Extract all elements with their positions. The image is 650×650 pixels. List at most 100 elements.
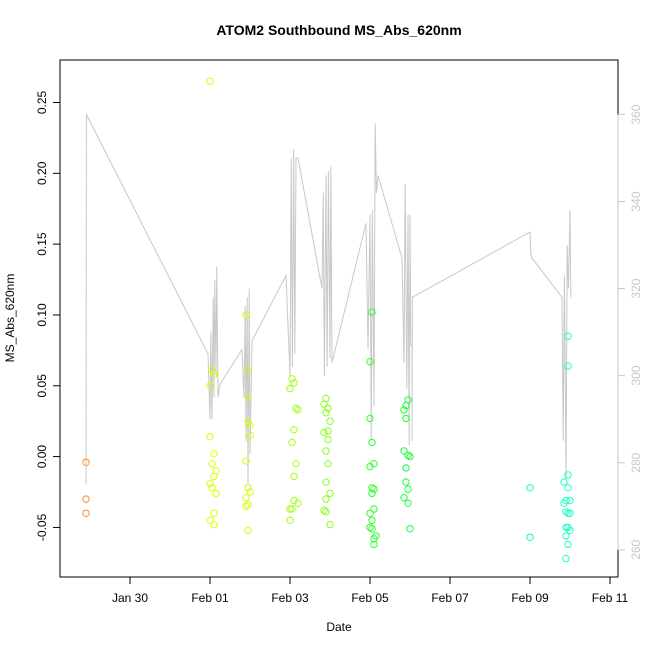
data-point xyxy=(212,489,220,498)
data-point xyxy=(208,460,216,468)
data-point xyxy=(564,484,572,492)
data-point xyxy=(288,375,296,383)
data-point xyxy=(366,414,374,423)
data-point xyxy=(368,308,376,316)
x-tick-label: Feb 07 xyxy=(431,591,469,605)
data-point xyxy=(324,404,332,413)
x-axis: Jan 30 Feb 01 Feb 03 Feb 05 Feb 07 Feb 09 Feb … xyxy=(112,576,629,605)
data-point xyxy=(400,447,408,455)
data-point xyxy=(206,516,214,524)
data-point xyxy=(244,366,252,374)
data-point xyxy=(370,535,378,543)
data-point xyxy=(208,484,216,492)
data-point xyxy=(404,451,412,459)
data-point xyxy=(322,495,330,503)
data-point xyxy=(564,362,572,370)
data-point xyxy=(246,431,254,440)
data-point xyxy=(290,426,298,434)
data-point xyxy=(368,484,376,492)
data-point xyxy=(242,311,250,319)
data-point xyxy=(244,526,252,534)
data-point xyxy=(326,520,334,529)
data-point xyxy=(246,488,254,496)
data-point xyxy=(366,462,374,471)
data-point xyxy=(566,509,574,517)
x-tick-label: Feb 03 xyxy=(271,591,309,605)
x-tick-label: Jan 30 xyxy=(112,591,148,605)
data-point xyxy=(206,479,214,488)
y2-tick-label: 360 xyxy=(629,104,643,124)
data-point xyxy=(402,414,410,423)
data-point xyxy=(326,489,334,498)
data-point xyxy=(324,460,332,468)
data-point xyxy=(402,478,410,486)
data-point xyxy=(208,366,216,374)
data-point xyxy=(246,421,254,430)
data-point xyxy=(322,447,330,455)
data-point xyxy=(210,472,218,481)
y2-axis: 260 280 300 320 340 360 xyxy=(617,104,643,560)
data-point xyxy=(290,379,298,387)
data-point xyxy=(324,435,332,444)
data-point xyxy=(82,458,90,466)
y-axis: -0.05 0.00 0.05 0.10 0.15 0.20 0.25 xyxy=(35,90,61,541)
y-tick-label: 0.25 xyxy=(35,90,49,114)
data-point xyxy=(564,540,572,549)
data-point xyxy=(210,450,218,458)
data-point xyxy=(366,523,374,532)
data-point xyxy=(206,77,214,85)
data-point xyxy=(560,478,568,486)
x-axis-label: Date xyxy=(326,620,352,634)
data-point xyxy=(366,509,374,517)
data-point xyxy=(368,525,376,533)
data-point xyxy=(526,484,534,492)
data-point xyxy=(564,332,572,340)
data-point xyxy=(322,409,330,417)
data-point xyxy=(322,478,330,486)
data-point xyxy=(400,494,408,502)
data-point xyxy=(404,499,412,507)
x-tick-label: Feb 01 xyxy=(191,591,229,605)
data-point xyxy=(566,526,574,534)
chart-title: ATOM2 Southbound MS_Abs_620nm xyxy=(216,22,461,38)
y2-tick-label: 320 xyxy=(629,278,643,298)
data-point xyxy=(400,406,408,414)
data-point xyxy=(244,417,252,425)
y2-tick-label: 260 xyxy=(629,539,643,559)
data-point xyxy=(406,525,414,533)
data-point xyxy=(294,499,302,507)
y-tick-label: 0.00 xyxy=(35,445,49,469)
data-point xyxy=(402,401,410,410)
data-point xyxy=(206,382,214,390)
x-tick-label: Feb 11 xyxy=(592,591,629,605)
data-point xyxy=(82,495,90,503)
data-point xyxy=(244,393,252,401)
data-point xyxy=(404,485,412,493)
data-point xyxy=(320,428,328,437)
data-point xyxy=(210,520,218,529)
data-point xyxy=(566,496,574,505)
data-point xyxy=(288,438,296,447)
y-tick-label: 0.05 xyxy=(35,374,49,398)
data-point xyxy=(562,554,570,563)
points-group xyxy=(82,77,574,563)
data-point xyxy=(564,471,572,479)
data-point xyxy=(322,508,330,516)
plot-frame xyxy=(59,59,619,578)
data-point xyxy=(242,457,250,465)
data-point xyxy=(210,509,218,517)
data-point xyxy=(366,358,374,366)
data-point xyxy=(292,460,300,468)
data-point xyxy=(326,417,334,425)
data-point xyxy=(290,472,298,481)
secondary-line-group xyxy=(85,114,572,485)
y-tick-label: 0.10 xyxy=(35,303,49,327)
data-point xyxy=(562,532,570,540)
data-point xyxy=(368,489,376,498)
y2-tick-label: 300 xyxy=(629,365,643,385)
data-point xyxy=(368,516,376,524)
y-tick-label: -0.05 xyxy=(35,513,49,541)
data-point xyxy=(294,406,302,414)
data-point xyxy=(206,433,214,441)
